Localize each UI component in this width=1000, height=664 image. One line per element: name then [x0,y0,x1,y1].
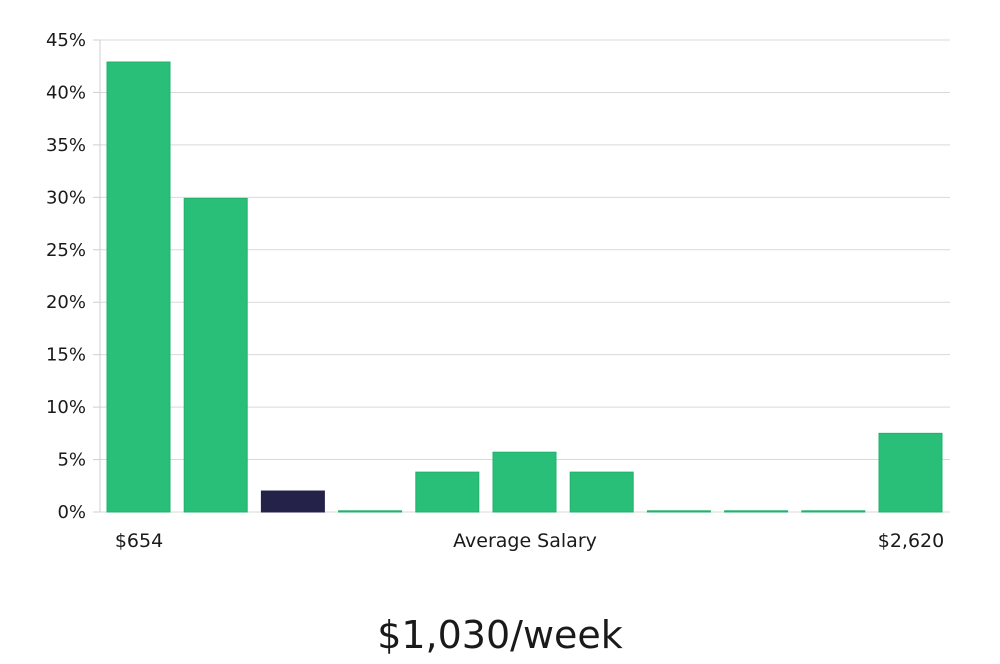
salary-bar [338,510,403,513]
bars [106,61,943,513]
salary-bar [106,61,171,513]
salary-bar [415,471,480,513]
y-tick-label: 40% [46,82,86,103]
salary-bar [183,197,248,513]
salary-bar [878,432,943,513]
salary-bar [492,451,557,513]
y-tick-label: 0% [57,502,86,523]
salary-bar [646,510,711,513]
y-tick-label: 15% [46,345,86,366]
salary-bar [724,510,789,513]
y-tick-label: 10% [46,397,86,418]
salary-bar-highlighted [260,490,325,513]
salary-bar [569,471,634,513]
y-axis-ticks: 0% 5% 10% 15% 20% 25% 30% 35% 40% 45% [46,30,100,523]
x-max-salary-label: $2,620 [878,530,944,552]
y-tick-label: 45% [46,30,86,51]
salary-bar [801,510,866,513]
y-tick-label: 20% [46,292,86,313]
y-tick-label: 35% [46,135,86,156]
y-tick-label: 25% [46,240,86,261]
y-tick-label: 5% [57,450,86,471]
x-center-label: Average Salary [453,530,597,552]
y-tick-label: 30% [46,187,86,208]
x-min-salary-label: $654 [115,530,163,552]
average-salary-headline: $1,030/week [377,613,623,657]
